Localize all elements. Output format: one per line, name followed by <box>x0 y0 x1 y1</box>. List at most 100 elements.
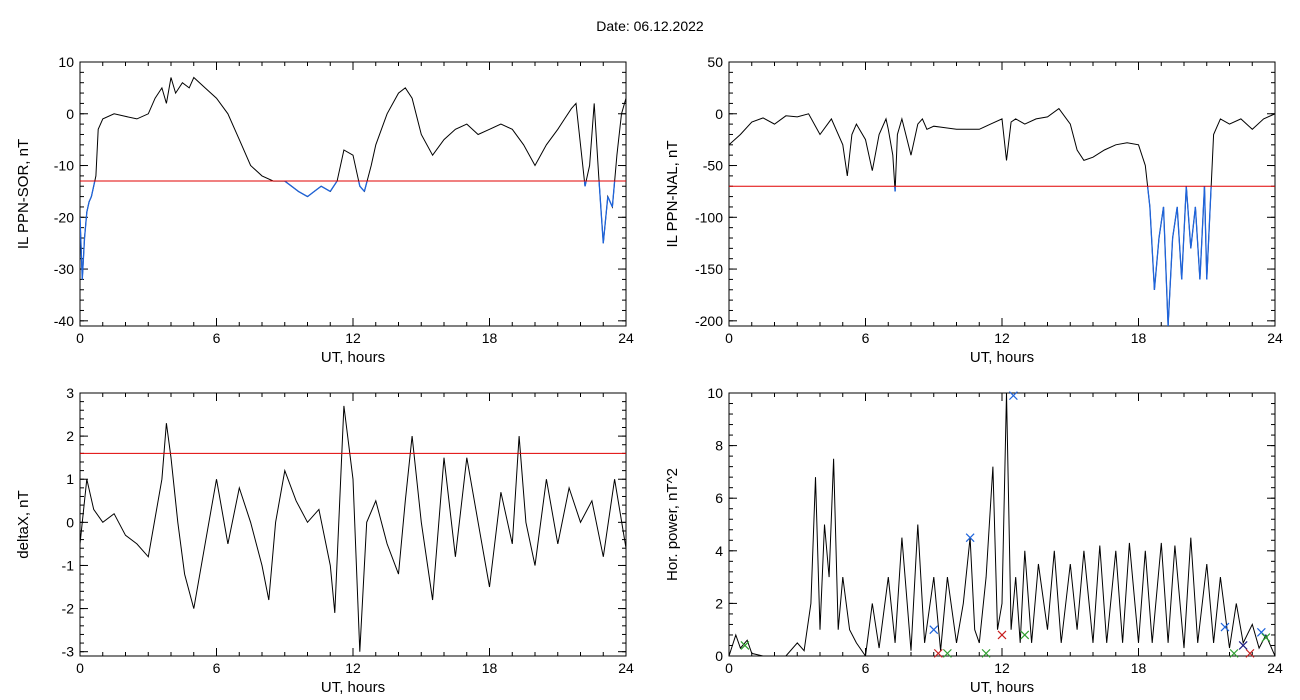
x-tick-label: 0 <box>725 660 733 676</box>
y-tick-label: 10 <box>58 54 74 70</box>
x-tick-label: 18 <box>1131 660 1147 676</box>
y-axis-label: Hor. power, nT^2 <box>664 468 681 581</box>
y-tick-label: 8 <box>715 438 723 454</box>
y-tick-label: 6 <box>715 490 723 506</box>
y-axis-label: IL PPN-SOR, nT <box>15 139 32 249</box>
below-threshold-segment <box>602 196 609 244</box>
below-threshold-segment <box>1203 186 1208 280</box>
below-threshold-segment <box>284 180 292 187</box>
below-threshold-segment <box>1185 186 1192 249</box>
below-threshold-segment <box>1153 237 1160 290</box>
plot-frame <box>728 392 1276 657</box>
below-threshold-segment <box>359 185 365 192</box>
y-tick-label: -40 <box>54 313 74 329</box>
below-threshold-segment <box>584 180 587 187</box>
below-threshold-segment <box>1158 206 1165 239</box>
below-threshold-segment <box>1194 206 1201 280</box>
peak-marker <box>1008 391 1018 401</box>
y-tick-label: 2 <box>66 428 74 444</box>
peak-marker <box>997 630 1007 640</box>
x-tick-label: 24 <box>1267 330 1283 346</box>
y-tick-label: 0 <box>715 106 723 122</box>
below-threshold-segment <box>611 181 616 207</box>
chart-panel-power: 0 6 12 18 24 10 8 6 4 2 0 UT, hours Hor. power, nT^2 <box>664 385 1283 696</box>
x-tick-label: 12 <box>345 660 361 676</box>
x-axis-label: UT, hours <box>321 679 385 696</box>
x-tick-label: 0 <box>76 330 84 346</box>
x-tick-label: 24 <box>618 330 634 346</box>
y-tick-label: -20 <box>54 209 74 225</box>
y-tick-label: -30 <box>54 261 74 277</box>
y-tick-label: 0 <box>66 106 74 122</box>
x-axis-label: UT, hours <box>321 349 385 366</box>
y-axis-label: deltaX, nT <box>15 490 32 558</box>
x-tick-label: 18 <box>482 660 498 676</box>
y-tick-label: -2 <box>62 601 75 617</box>
peak-marker <box>1238 641 1248 650</box>
below-threshold-segment <box>80 217 83 280</box>
plot-frame <box>728 61 1276 327</box>
x-tick-label: 0 <box>76 660 84 676</box>
x-tick-label: 6 <box>862 330 870 346</box>
y-tick-label: -200 <box>695 313 723 329</box>
plot-area <box>80 405 626 652</box>
below-threshold-segment <box>298 190 308 198</box>
below-threshold-segment <box>1146 186 1151 208</box>
series-line <box>729 393 1275 656</box>
x-tick-label: 0 <box>725 330 733 346</box>
x-tick-label: 12 <box>345 330 361 346</box>
peak-marker <box>942 648 952 658</box>
below-threshold-segment <box>363 180 368 192</box>
y-axis-label: IL PPN-NAL, nT <box>664 141 681 248</box>
series-line <box>729 107 1275 326</box>
chart-panel-deltax: 0 6 12 18 24 3 2 1 0 -1 -2 -3 UT, hours deltaX, nT <box>15 385 634 696</box>
series-line <box>80 76 626 280</box>
x-tick-label: 18 <box>482 330 498 346</box>
y-tick-label: -1 <box>62 557 75 573</box>
peak-marker <box>933 648 943 658</box>
plot-frame <box>79 392 627 657</box>
below-threshold-segment <box>88 196 92 203</box>
below-threshold-segment <box>291 185 299 192</box>
y-tick-label: 0 <box>715 648 723 664</box>
peak-marker <box>929 625 939 635</box>
x-tick-label: 6 <box>213 660 221 676</box>
peak-marker <box>981 648 991 658</box>
below-threshold-segment <box>313 185 322 192</box>
chart-panel-sor: 0 6 12 18 24 10 0 -10 -20 -30 -40 UT, hours IL PPN-S… <box>15 54 634 366</box>
below-threshold-segment <box>1149 206 1156 290</box>
y-tick-label: 50 <box>707 54 723 70</box>
peak-marker <box>740 641 750 650</box>
below-threshold-segment <box>307 190 315 198</box>
x-axis-label: UT, hours <box>970 349 1034 366</box>
plot-area <box>729 107 1275 326</box>
plot-area <box>729 393 1275 656</box>
y-tick-label: 4 <box>715 543 723 559</box>
below-threshold-segment <box>1199 186 1206 280</box>
below-threshold-segment <box>1190 206 1197 249</box>
series-line <box>80 405 626 652</box>
below-threshold-segment <box>1176 206 1183 280</box>
below-threshold-segment <box>1181 186 1187 280</box>
x-axis-label: UT, hours <box>970 679 1034 696</box>
below-threshold-segment <box>1167 237 1174 326</box>
y-tick-label: -50 <box>703 158 723 174</box>
x-tick-label: 6 <box>862 660 870 676</box>
plot-frame <box>79 61 627 327</box>
peak-marker <box>965 533 975 543</box>
below-threshold-segment <box>1162 206 1169 326</box>
y-tick-label: -100 <box>695 209 723 225</box>
below-threshold-segment <box>86 201 90 213</box>
y-tick-label: 10 <box>707 385 723 401</box>
below-threshold-segment <box>607 196 613 208</box>
plot-area <box>80 76 626 280</box>
peak-marker <box>1020 630 1030 640</box>
y-tick-label: -3 <box>62 644 75 660</box>
y-tick-label: -150 <box>695 261 723 277</box>
x-tick-label: 6 <box>213 330 221 346</box>
below-threshold-segment <box>83 212 88 239</box>
x-tick-label: 18 <box>1131 330 1147 346</box>
x-tick-label: 12 <box>994 660 1010 676</box>
below-threshold-segment <box>329 180 338 192</box>
